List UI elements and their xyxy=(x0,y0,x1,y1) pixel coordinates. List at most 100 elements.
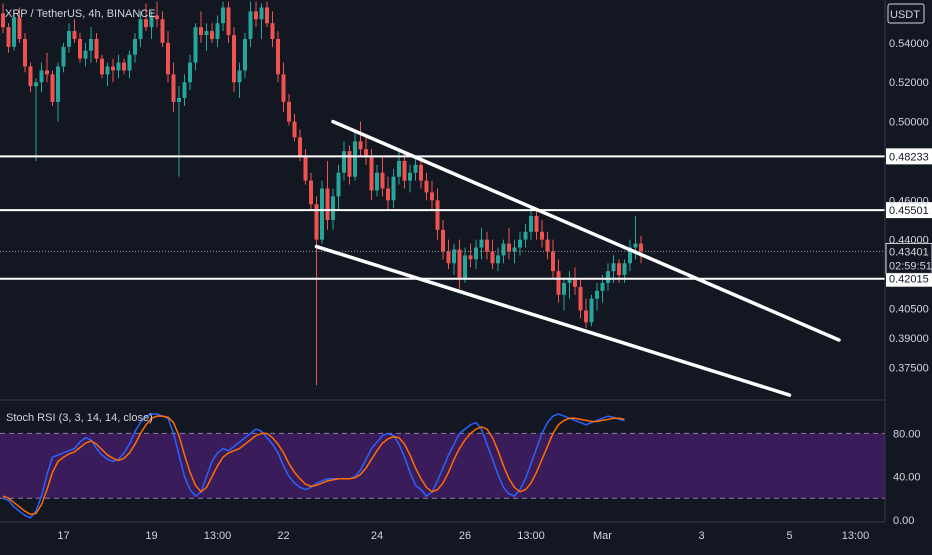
candle-body xyxy=(78,38,82,59)
candle-body xyxy=(215,23,220,39)
time-tick-label: 13:00 xyxy=(204,530,232,542)
time-tick-label: 13:00 xyxy=(842,530,870,542)
candle-body xyxy=(391,176,396,201)
time-tick-label: 5 xyxy=(786,530,792,542)
candle-body xyxy=(61,46,66,67)
candle-body xyxy=(100,58,104,75)
candle-body xyxy=(149,15,154,28)
candle-body xyxy=(523,231,528,240)
candle-body xyxy=(182,82,187,98)
last-price-tag xyxy=(885,242,932,274)
stoch-tick-label: 40.00 xyxy=(893,472,921,484)
candle-body xyxy=(188,62,192,83)
candle-body xyxy=(380,172,385,189)
time-tick-label: 3 xyxy=(698,530,704,542)
candle-body xyxy=(617,263,621,276)
time-tick-label: 13:00 xyxy=(517,530,545,542)
candle-body xyxy=(303,157,308,181)
candle-body xyxy=(23,38,27,67)
candle-body xyxy=(193,27,198,63)
candle-body xyxy=(639,243,643,252)
candle-body xyxy=(606,271,610,283)
candle-body xyxy=(259,7,264,20)
candle-body xyxy=(578,286,583,311)
candle-body xyxy=(540,231,544,240)
candle-body xyxy=(127,54,132,71)
candle-body xyxy=(397,160,401,177)
candle-body xyxy=(232,35,236,83)
candle-body xyxy=(501,243,506,256)
candle-body xyxy=(622,263,627,276)
candle-body xyxy=(6,27,11,47)
level-price-tag xyxy=(886,270,932,287)
time-tick-label: 24 xyxy=(371,530,383,542)
candle-body xyxy=(292,121,297,138)
candle-body xyxy=(336,172,341,197)
candle-body xyxy=(424,180,429,193)
channel-upper-line[interactable] xyxy=(331,119,841,342)
candle-body xyxy=(265,7,269,24)
stoch-tick-label: 0.00 xyxy=(893,515,914,527)
candle-body xyxy=(138,19,143,39)
price-tick-label: 0.39000 xyxy=(889,333,929,345)
candle-body xyxy=(166,42,170,75)
candle-body xyxy=(314,204,319,240)
price-tick-label: 0.46000 xyxy=(889,195,929,207)
level-price-label: 0.48233 xyxy=(889,151,929,163)
candle-body xyxy=(287,101,291,122)
candle-body xyxy=(419,164,423,181)
candle-body xyxy=(237,70,242,83)
candle-body xyxy=(512,247,517,252)
candle-body xyxy=(369,157,374,191)
candle-body xyxy=(507,243,511,252)
candle-body xyxy=(358,141,363,150)
candle-body xyxy=(243,38,247,71)
candle-body xyxy=(248,11,253,39)
candle-body xyxy=(584,310,588,323)
candle-body xyxy=(347,151,352,177)
candle-body xyxy=(17,17,22,39)
candle-body xyxy=(133,38,137,55)
candle-body xyxy=(34,82,38,87)
candle-body xyxy=(67,31,71,47)
level-price-label: 0.45501 xyxy=(889,205,929,217)
symbol-title: XRP / TetherUS, 4h, BINANCE xyxy=(5,8,156,20)
candle-body xyxy=(160,19,165,43)
candle-body xyxy=(435,200,440,230)
candle-body xyxy=(589,298,594,323)
currency-badge[interactable]: USDT xyxy=(887,3,925,24)
candle-body xyxy=(595,290,599,299)
candle-body xyxy=(551,251,555,272)
candle-body xyxy=(529,216,533,232)
time-tick-label: 26 xyxy=(459,530,471,542)
candle-body xyxy=(353,141,357,177)
candle-body xyxy=(556,271,561,295)
level-price-tag xyxy=(886,148,932,165)
candle-body xyxy=(562,282,566,295)
level-price-label: 0.42015 xyxy=(889,274,929,286)
candle-body xyxy=(611,263,616,272)
candle-body xyxy=(210,31,214,39)
candle-body xyxy=(204,31,209,36)
candle-body xyxy=(441,229,445,252)
horizontal-levels: 0.48233 0.45501 0.42015 0.43401 02:59:51 xyxy=(0,148,932,287)
candle-body xyxy=(94,38,99,59)
candle-body xyxy=(12,17,16,47)
candle-body xyxy=(545,239,550,252)
candle-body xyxy=(276,38,280,75)
candle-body xyxy=(72,31,77,39)
stoch-band-fill xyxy=(0,433,885,499)
price-tick-label: 0.40500 xyxy=(889,304,929,316)
indicator-title: Stoch RSI (3, 3, 14, 14, close) xyxy=(6,412,153,424)
candle-body xyxy=(221,7,225,24)
candle-body xyxy=(474,247,478,260)
candle-body xyxy=(342,151,346,173)
candle-body xyxy=(534,216,539,232)
candle-body xyxy=(364,149,368,158)
candle-body xyxy=(518,239,522,248)
channel-lower-line[interactable] xyxy=(314,244,792,397)
currency-badge-box xyxy=(887,3,925,24)
time-axis: 17 19 13:00 22 24 26 13:00 Mar 3 5 13:00 xyxy=(0,521,885,542)
